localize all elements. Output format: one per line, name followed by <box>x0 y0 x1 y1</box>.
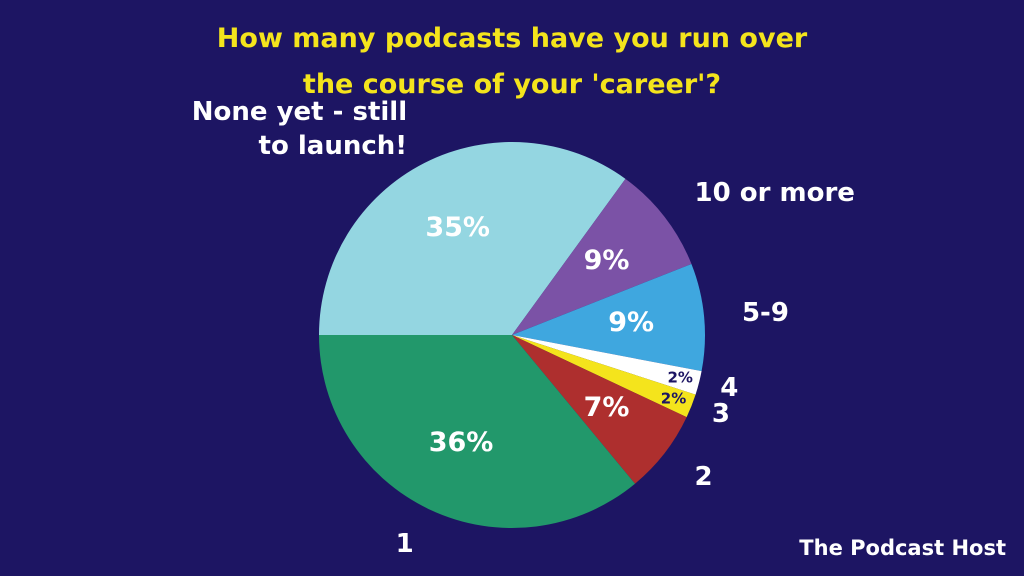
category-label: None yet - still to launch! <box>191 97 408 162</box>
chart-title: How many podcasts have you run over the … <box>216 23 808 100</box>
pie-slice <box>512 335 702 395</box>
value-label: 36% <box>429 427 494 458</box>
value-label: 7% <box>584 392 630 423</box>
pie-slice <box>319 142 626 335</box>
category-label: 1 <box>395 529 414 559</box>
category-label: 3 <box>711 399 730 430</box>
source-logo: The Podcast Host <box>799 536 1006 560</box>
category-label: 10 or more <box>694 178 855 209</box>
value-label: 2% <box>661 389 686 407</box>
value-label: 2% <box>668 369 693 387</box>
value-label: 9% <box>584 245 630 276</box>
pie-slice <box>512 335 696 418</box>
pie-slice <box>512 178 692 335</box>
pie-slice <box>512 263 705 372</box>
value-label: 9% <box>608 307 654 338</box>
category-label: 5-9 <box>741 298 789 329</box>
category-label: 4 <box>720 373 739 404</box>
pie-slice <box>512 335 687 484</box>
value-label: 35% <box>425 212 490 243</box>
pie-slice <box>319 335 636 528</box>
category-label: 2 <box>694 461 713 492</box>
